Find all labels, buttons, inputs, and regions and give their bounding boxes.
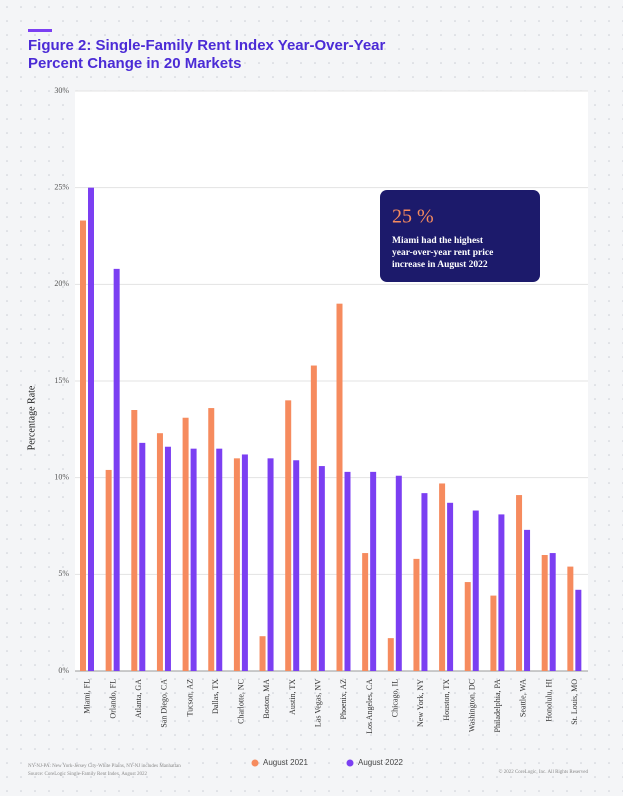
bar [575, 589, 582, 671]
bar [439, 483, 446, 671]
bar [370, 471, 377, 671]
bar [113, 268, 120, 671]
y-tick-label: 0% [58, 666, 69, 675]
chart-subtitle: Percent Change in 20 Markets [28, 55, 241, 72]
x-tick-label: Tucson, AZ [185, 679, 194, 717]
footnote: Source: CoreLogic Single-Family Rent Ind… [28, 772, 148, 777]
copyright: © 2022 CoreLogic, Inc. All Rights Reserv… [499, 769, 589, 775]
bar [139, 442, 146, 671]
bar [413, 558, 420, 671]
annotation: 25 % [380, 190, 540, 282]
bar [318, 466, 325, 671]
bar [80, 220, 86, 672]
bar [267, 458, 274, 671]
x-tick-label: Honolulu, HI [544, 679, 553, 722]
bar [164, 446, 171, 671]
x-tick-label: Charlotte, NC [237, 679, 246, 724]
bar [362, 553, 369, 671]
legend-label: August 2021 [263, 758, 308, 767]
bar [472, 510, 479, 671]
y-tick-label: 10% [54, 472, 69, 481]
y-tick-label: 25% [54, 182, 69, 191]
x-tick-label: New York, NY [416, 679, 425, 727]
bar [310, 365, 317, 671]
x-tick-label: Chicago, IL [390, 679, 399, 717]
accent-bar [28, 29, 52, 32]
bar [241, 454, 248, 671]
x-tick-label: Seattle, WA [519, 679, 528, 717]
annotation-headline: 25 % [392, 206, 434, 228]
x-tick-label: San Diego, CA [160, 679, 169, 728]
bar [285, 400, 292, 671]
x-tick-label: Philadelphia, PA [493, 679, 502, 733]
bar [498, 514, 505, 671]
x-tick-label: Orlando, FL [108, 679, 117, 719]
bar [421, 493, 428, 671]
bar [447, 502, 454, 671]
bar [88, 187, 94, 671]
bar [105, 469, 112, 671]
x-tick-label: Washington, DC [467, 679, 476, 732]
annotation-text: year-over-year rent price [392, 248, 493, 258]
chart-title: Figure 2: Single-Family Rent Index Year-… [28, 37, 386, 54]
y-tick-label: 30% [54, 86, 69, 95]
legend-swatch [251, 759, 259, 767]
bar [233, 458, 240, 671]
annotation-text: increase in August 2022 [392, 260, 488, 270]
y-axis-label: Percentage Rate [26, 385, 37, 450]
x-tick-label: Dallas, TX [211, 679, 220, 714]
bar [208, 408, 215, 671]
y-tick-label: 5% [58, 569, 69, 578]
annotation-text: Miami had the highest [392, 236, 484, 246]
x-tick-label: Las Vegas, NV [314, 679, 323, 727]
bar [395, 475, 402, 671]
bar [524, 529, 531, 671]
annotation-box [380, 190, 540, 282]
x-tick-label: Boston, MA [262, 679, 271, 719]
bar [293, 460, 300, 671]
bar [387, 638, 394, 671]
y-tick-label: 20% [54, 279, 69, 288]
x-tick-label: Atlanta, GA [134, 679, 143, 718]
bar [259, 636, 266, 671]
footnote: NY-NJ-PA: New York-Jersey City-White Pla… [28, 764, 181, 769]
bar [516, 495, 523, 671]
x-tick-label: St. Louis, MO [570, 679, 579, 725]
x-tick-label: Los Angeles, CA [365, 679, 374, 734]
bar [336, 303, 343, 671]
bar [190, 448, 197, 671]
bar [490, 595, 497, 671]
bar [216, 448, 223, 671]
bar [567, 566, 574, 671]
bar [541, 555, 548, 671]
x-tick-label: Austin, TX [288, 679, 297, 715]
bar [464, 582, 471, 671]
x-tick-label: Houston, TX [442, 679, 451, 721]
x-tick-label: Miami, FL [83, 679, 92, 714]
bar [131, 410, 138, 671]
legend-label: August 2022 [358, 758, 403, 767]
bar [344, 471, 351, 671]
bar [156, 433, 163, 671]
y-tick-label: 15% [54, 376, 69, 385]
bar [182, 417, 189, 671]
x-tick-label: Phoenix, AZ [339, 679, 348, 720]
legend-swatch [346, 759, 354, 767]
bar [549, 553, 556, 671]
